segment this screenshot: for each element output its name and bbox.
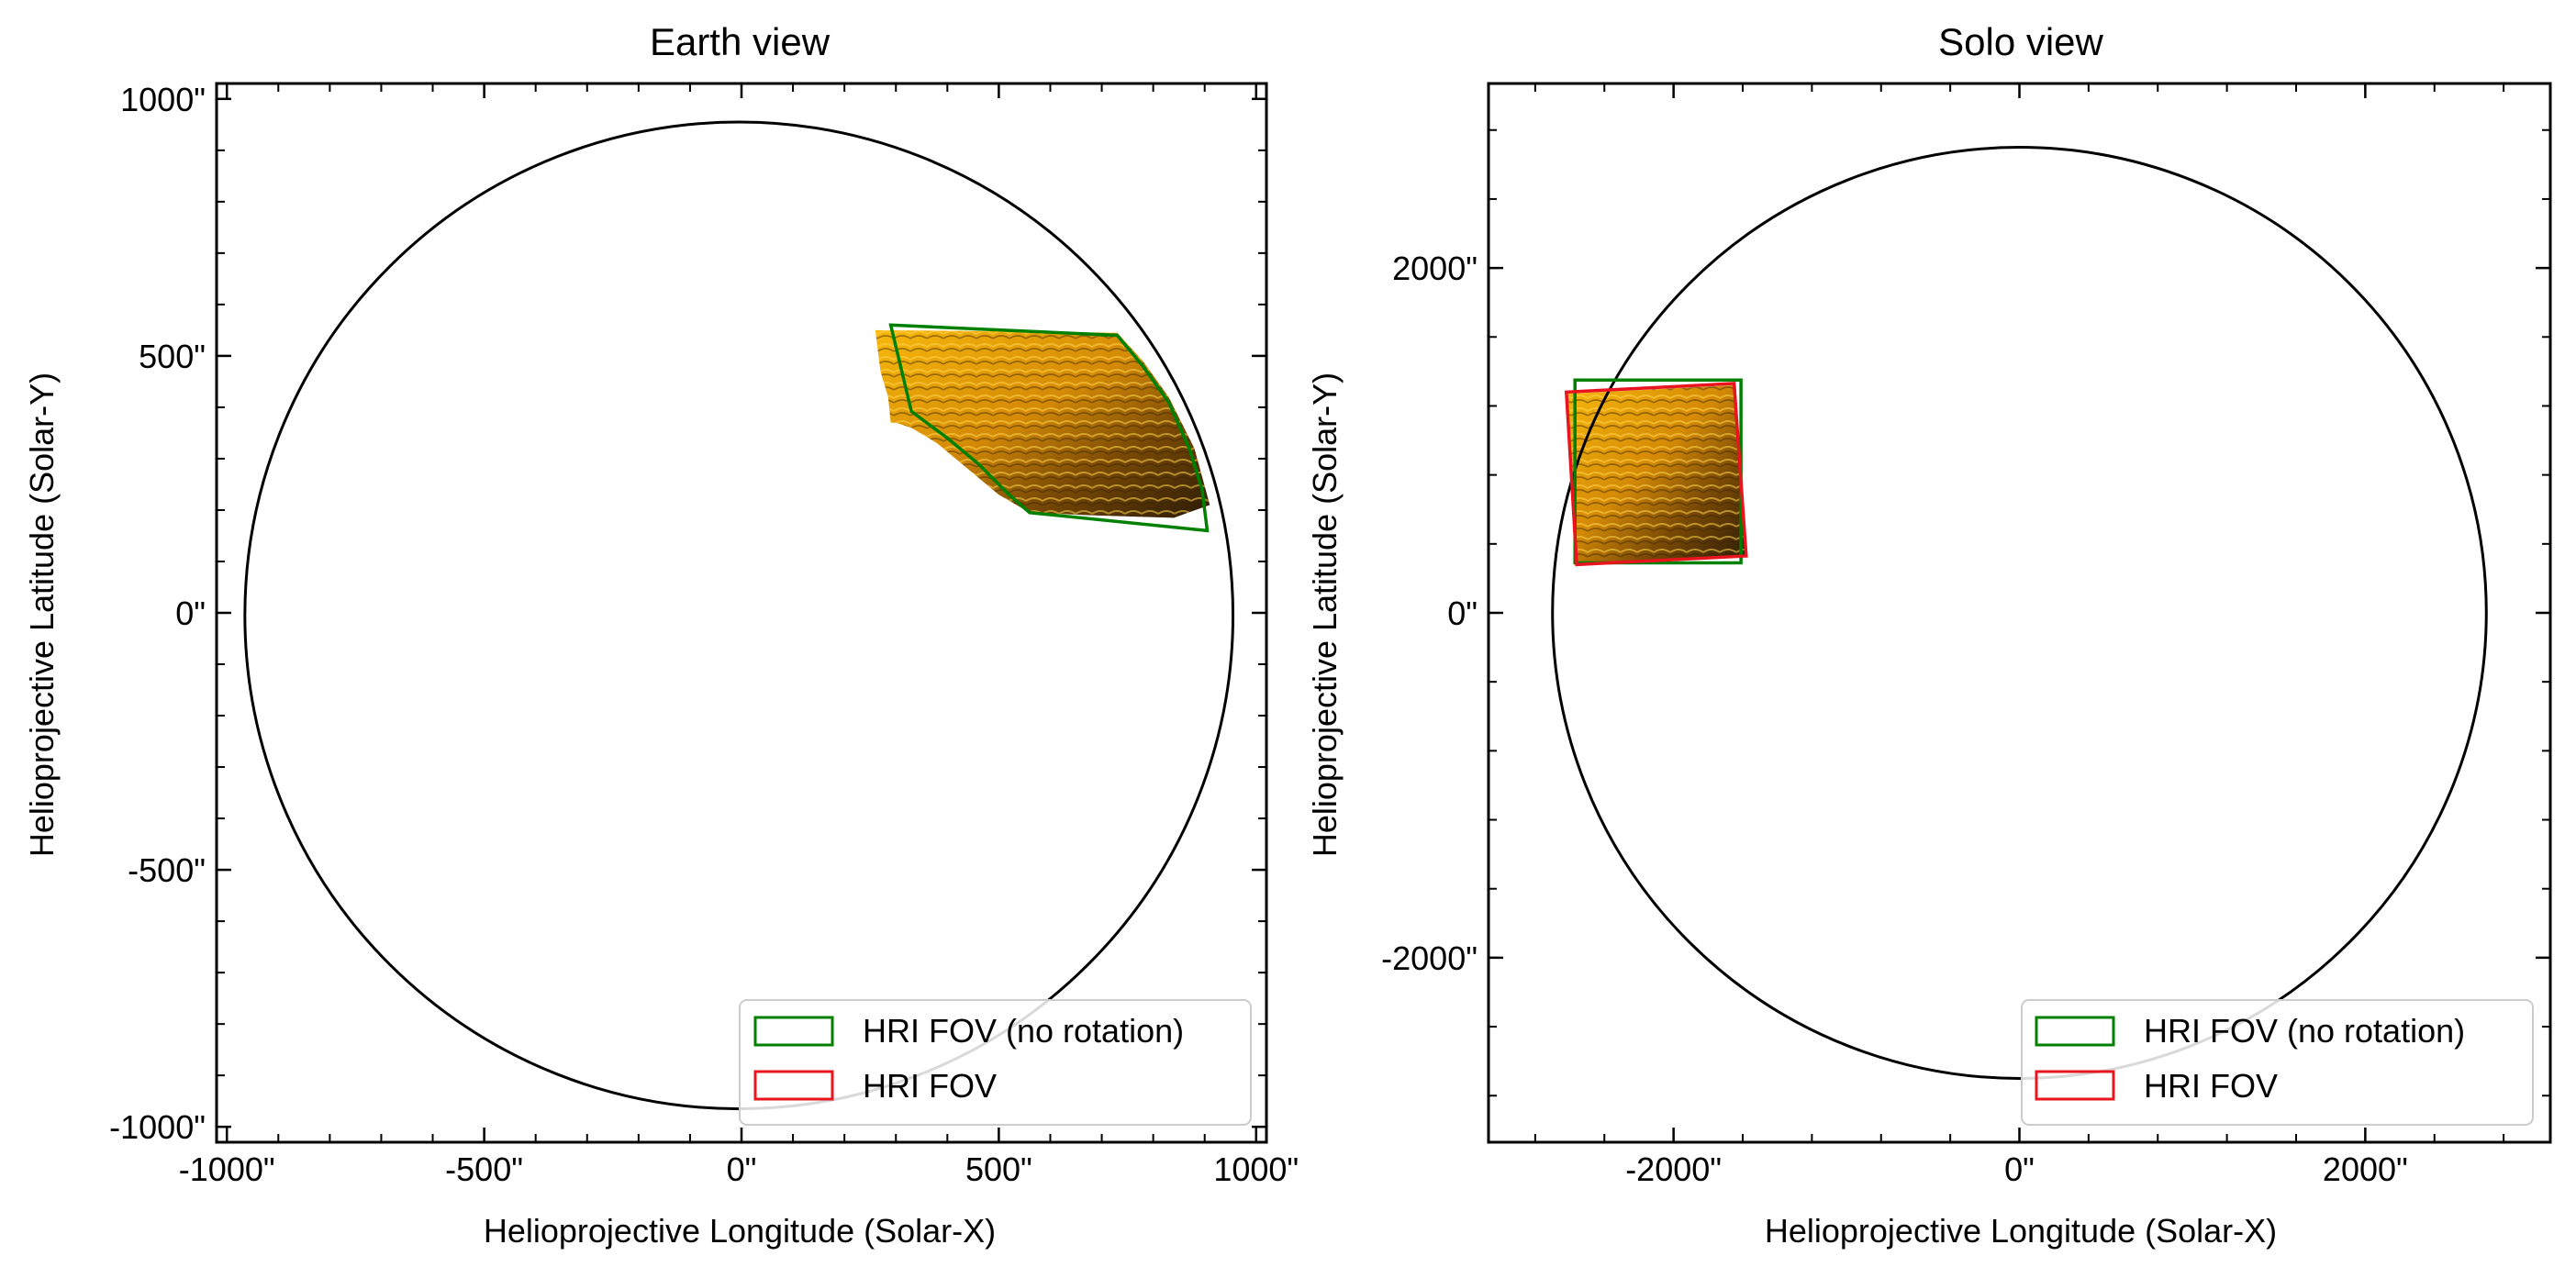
tick-labels: -1000" -500" 0" 500" 1000" -1000" -500" 0" 500" 1…: [109, 81, 1299, 1188]
x-tick-label: 0": [2004, 1150, 2035, 1188]
legend-label-norot: HRI FOV (no rotation): [863, 1012, 1184, 1050]
x-tick-label: -1000": [179, 1150, 275, 1188]
panel-title: Solo view: [1938, 20, 2103, 63]
solar-image-texture: [875, 329, 1210, 518]
legend-box: [2021, 999, 2534, 1126]
panel-title: Earth view: [650, 20, 831, 63]
axes-frame: [1487, 82, 2552, 1144]
axes-frame: [215, 82, 1268, 1144]
x-tick-label: 0": [727, 1150, 757, 1188]
y-axis-label: Helioprojective Latitude (Solar-Y): [1306, 372, 1344, 857]
fov-outline-norot: [888, 323, 1210, 533]
y-tick-label: -500": [128, 851, 206, 889]
x-axis-label: Helioprojective Longitude (Solar-X): [484, 1212, 996, 1250]
plot-content: [243, 120, 1235, 1111]
earth-view-panel: Earth view Helioprojective Longitude (So…: [23, 20, 1299, 1250]
solar-limb-circle: [1551, 146, 2488, 1080]
legend: HRI FOV (no rotation) HRI FOV: [2021, 999, 2534, 1126]
plot-content: [1551, 146, 2488, 1080]
y-tick-label: 500": [139, 338, 206, 375]
tick-labels: -2000" 0" 2000" -2000" 0" 2000": [1381, 250, 2408, 1188]
legend-swatch-rot: [2035, 1070, 2115, 1101]
legend-label-rot: HRI FOV: [863, 1067, 997, 1105]
legend-swatch-rot: [753, 1070, 834, 1101]
solo-view-panel: Solo view Helioprojective Longitude (Sol…: [1306, 20, 2552, 1250]
y-tick-label: -2000": [1381, 939, 1478, 977]
legend-label-rot: HRI FOV: [2144, 1067, 2278, 1105]
x-tick-label: 2000": [2323, 1150, 2408, 1188]
solar-limb-circle: [243, 120, 1235, 1111]
ticks: [217, 83, 1266, 1142]
fov-outline-norot: [1573, 378, 1743, 565]
fov-outline-rot: [1564, 382, 1748, 567]
x-tick-label: -500": [445, 1150, 523, 1188]
ticks: [1489, 83, 2550, 1142]
legend-swatch-norot: [2035, 1016, 2115, 1047]
y-tick-label: 0": [175, 595, 206, 632]
legend-swatch-norot: [753, 1016, 834, 1047]
x-tick-label: 1000": [1213, 1150, 1299, 1188]
legend-label-norot: HRI FOV (no rotation): [2144, 1012, 2465, 1050]
legend-box: [739, 999, 1252, 1126]
y-axis-label: Helioprojective Latitude (Solar-Y): [23, 372, 61, 857]
x-tick-label: -2000": [1625, 1150, 1722, 1188]
y-tick-label: -1000": [109, 1108, 206, 1146]
legend: HRI FOV (no rotation) HRI FOV: [739, 999, 1252, 1126]
x-tick-label: 500": [965, 1150, 1032, 1188]
y-tick-label: 1000": [120, 81, 206, 118]
x-axis-label: Helioprojective Longitude (Solar-X): [1765, 1212, 2277, 1250]
y-tick-label: 2000": [1392, 250, 1478, 287]
solar-image-texture: [1566, 384, 1746, 565]
y-tick-label: 0": [1447, 595, 1478, 632]
